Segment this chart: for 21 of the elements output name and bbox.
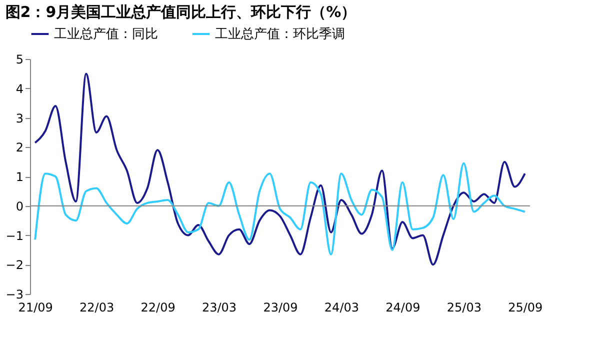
- y-tick-label: −3: [6, 288, 24, 302]
- chart-title: 图2：9月美国工业总产值同比上行、环比下行（%）: [5, 3, 356, 21]
- legend-label: 工业总产值：环比季调: [215, 27, 345, 42]
- x-tick-label: 23/03: [202, 300, 237, 314]
- y-tick-label: 1: [16, 170, 24, 184]
- y-tick-label: 3: [16, 111, 24, 126]
- y-tick-label: 0: [16, 199, 24, 214]
- y-tick-label: −2: [6, 258, 24, 272]
- x-tick-label: 21/09: [18, 300, 53, 314]
- y-tick-label: 4: [16, 82, 24, 96]
- x-tick-label: 24/03: [324, 300, 360, 314]
- y-tick-label: 5: [16, 52, 24, 66]
- legend-label: 工业总产值：同比: [54, 27, 158, 42]
- y-tick-label: −1: [6, 228, 24, 243]
- y-tick-label: 2: [16, 140, 24, 155]
- x-tick-label: 25/03: [446, 300, 482, 314]
- x-tick-label: 23/09: [263, 300, 298, 314]
- x-tick-label: 22/03: [80, 300, 114, 314]
- x-tick-label: 22/09: [140, 300, 176, 314]
- x-tick-label: 24/09: [386, 300, 420, 314]
- x-tick-label: 25/09: [508, 300, 543, 314]
